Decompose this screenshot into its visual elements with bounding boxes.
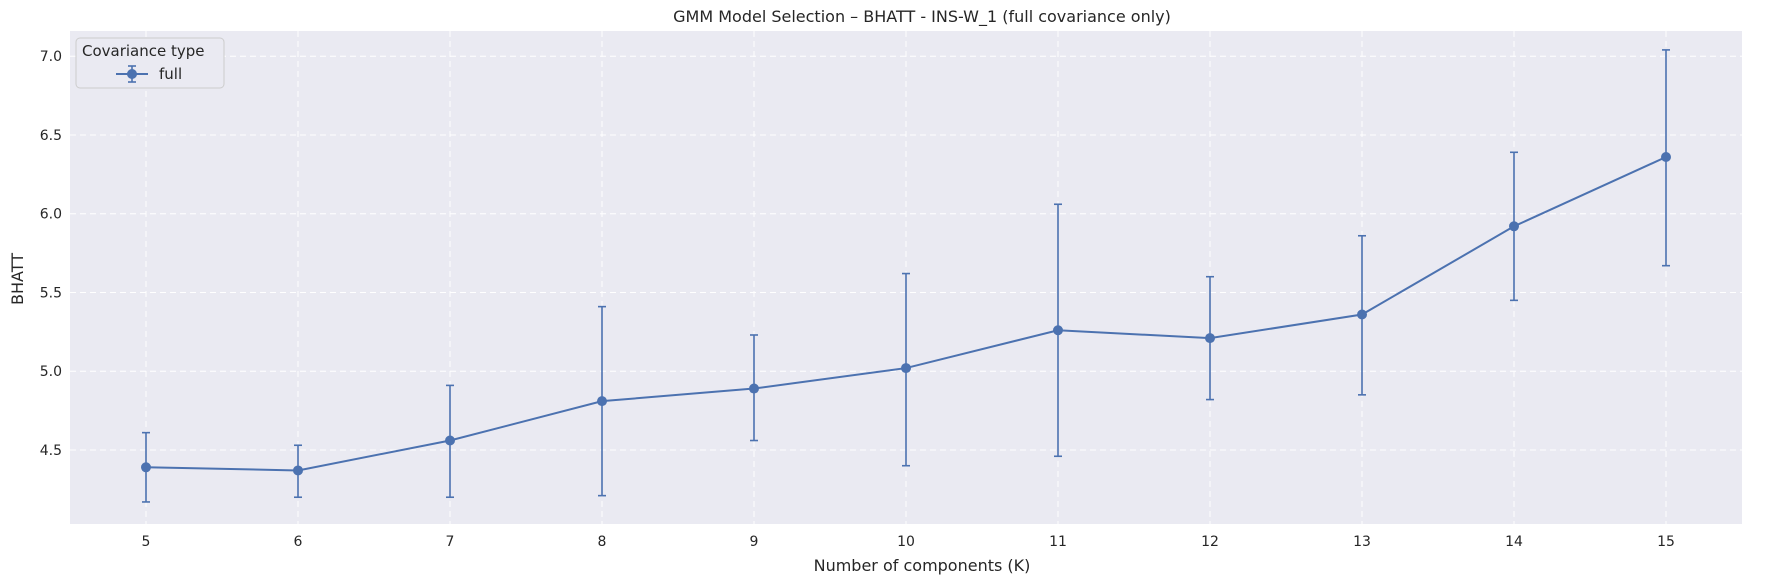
legend-title: Covariance type [82,42,205,60]
legend-entry-full: full [116,65,182,83]
x-axis-label: Number of components (K) [814,556,1031,575]
x-tick-label: 9 [750,534,759,550]
legend-frame [75,37,225,89]
data-point [1205,333,1215,344]
data-point [901,363,911,374]
data-point [749,383,759,394]
x-tick-label: 7 [446,534,455,550]
x-tick-labels: 5 6 7 8 9 10 11 12 13 14 15 [142,534,1675,550]
y-tick-labels: 4.5 5.0 5.5 6.0 6.5 7.0 [40,49,62,459]
x-tick-label: 8 [598,534,607,550]
x-tick-label: 15 [1657,534,1675,550]
x-tick-label: 6 [294,534,303,550]
legend-point-marker [127,69,137,79]
y-axis-label: BHATT [8,253,27,305]
data-point [445,435,455,446]
x-tick-label: 14 [1505,534,1523,550]
data-point [1509,221,1519,232]
y-tick-label: 6.5 [40,128,62,144]
data-point [1053,325,1063,336]
x-tick-label: 10 [897,534,915,550]
x-tick-label: 12 [1201,534,1219,550]
y-tick-label: 5.5 [40,285,62,301]
chart-title: GMM Model Selection – BHATT - INS-W_1 (f… [673,7,1171,27]
x-tick-label: 11 [1049,534,1067,550]
y-tick-label: 5.0 [40,364,62,380]
data-point [293,465,303,476]
data-point [1357,309,1367,320]
data-point [1661,152,1671,163]
y-tick-label: 7.0 [40,49,62,65]
series-layer [141,49,1671,503]
data-point [141,462,151,473]
y-tick-label: 6.0 [40,207,62,223]
y-tick-label: 4.5 [40,443,62,459]
x-tick-label: 5 [142,534,151,550]
x-tick-label: 13 [1353,534,1371,550]
data-point [597,396,607,407]
legend: Covariance type full [75,37,225,89]
legend-label: full [159,65,182,83]
